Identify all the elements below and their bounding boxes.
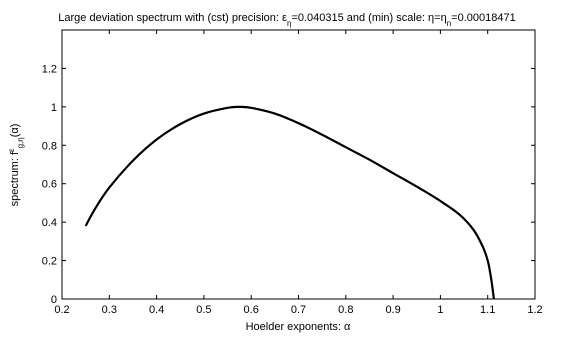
y-tick-label: 0.4 — [42, 217, 57, 229]
text-part: η — [287, 19, 291, 28]
x-axis-label: Hoelder exponents: α — [246, 321, 351, 333]
text-part: spectrum: f — [9, 151, 21, 206]
x-tick-label: 1 — [437, 304, 443, 316]
y-tick-label: 1 — [51, 102, 57, 114]
x-tick-label: 1.2 — [527, 304, 542, 316]
y-tick-label: 0 — [51, 294, 57, 306]
x-tick-label: 0.3 — [102, 304, 117, 316]
text-part: n — [447, 19, 451, 28]
text-part: (α) — [9, 124, 21, 138]
y-tick-label: 0.2 — [42, 256, 57, 268]
x-tick-label: 0.5 — [196, 304, 211, 316]
chart-title: Large deviation spectrum with (cst) prec… — [58, 12, 515, 28]
x-tick-label: 0.7 — [291, 304, 306, 316]
spectrum-line — [84, 105, 495, 300]
plot-area — [61, 29, 536, 300]
y-tick-label: 1.2 — [42, 63, 57, 75]
y-tick-label: 0.8 — [42, 140, 57, 152]
x-tick-label: 0.9 — [385, 304, 400, 316]
text-part: g,η — [16, 137, 25, 148]
x-tick-label: 1.1 — [480, 304, 495, 316]
x-tick-label: 0.2 — [54, 304, 69, 316]
y-tick-label: 0.6 — [42, 179, 57, 191]
text-part: ε — [7, 148, 16, 152]
x-tick-label: 0.8 — [338, 304, 353, 316]
text-part: Large deviation spectrum with (cst) prec… — [58, 12, 287, 24]
x-axis: 0.2 0.3 0.4 0.5 0.6 0.7 0.8 0.9 1 1.1 1.2 — [54, 30, 543, 316]
text-part: =0.040315 and (min) scale: η=η — [291, 12, 446, 24]
series-group — [84, 105, 495, 300]
text-part: =0.00018471 — [451, 12, 516, 24]
y-axis-label: spectrum: fεg,η(α) — [7, 124, 25, 207]
x-tick-label: 0.4 — [149, 304, 164, 316]
y-axis: 0 0.2 0.4 0.6 0.8 1 1.2 — [42, 63, 535, 306]
x-tick-label: 0.6 — [244, 304, 259, 316]
